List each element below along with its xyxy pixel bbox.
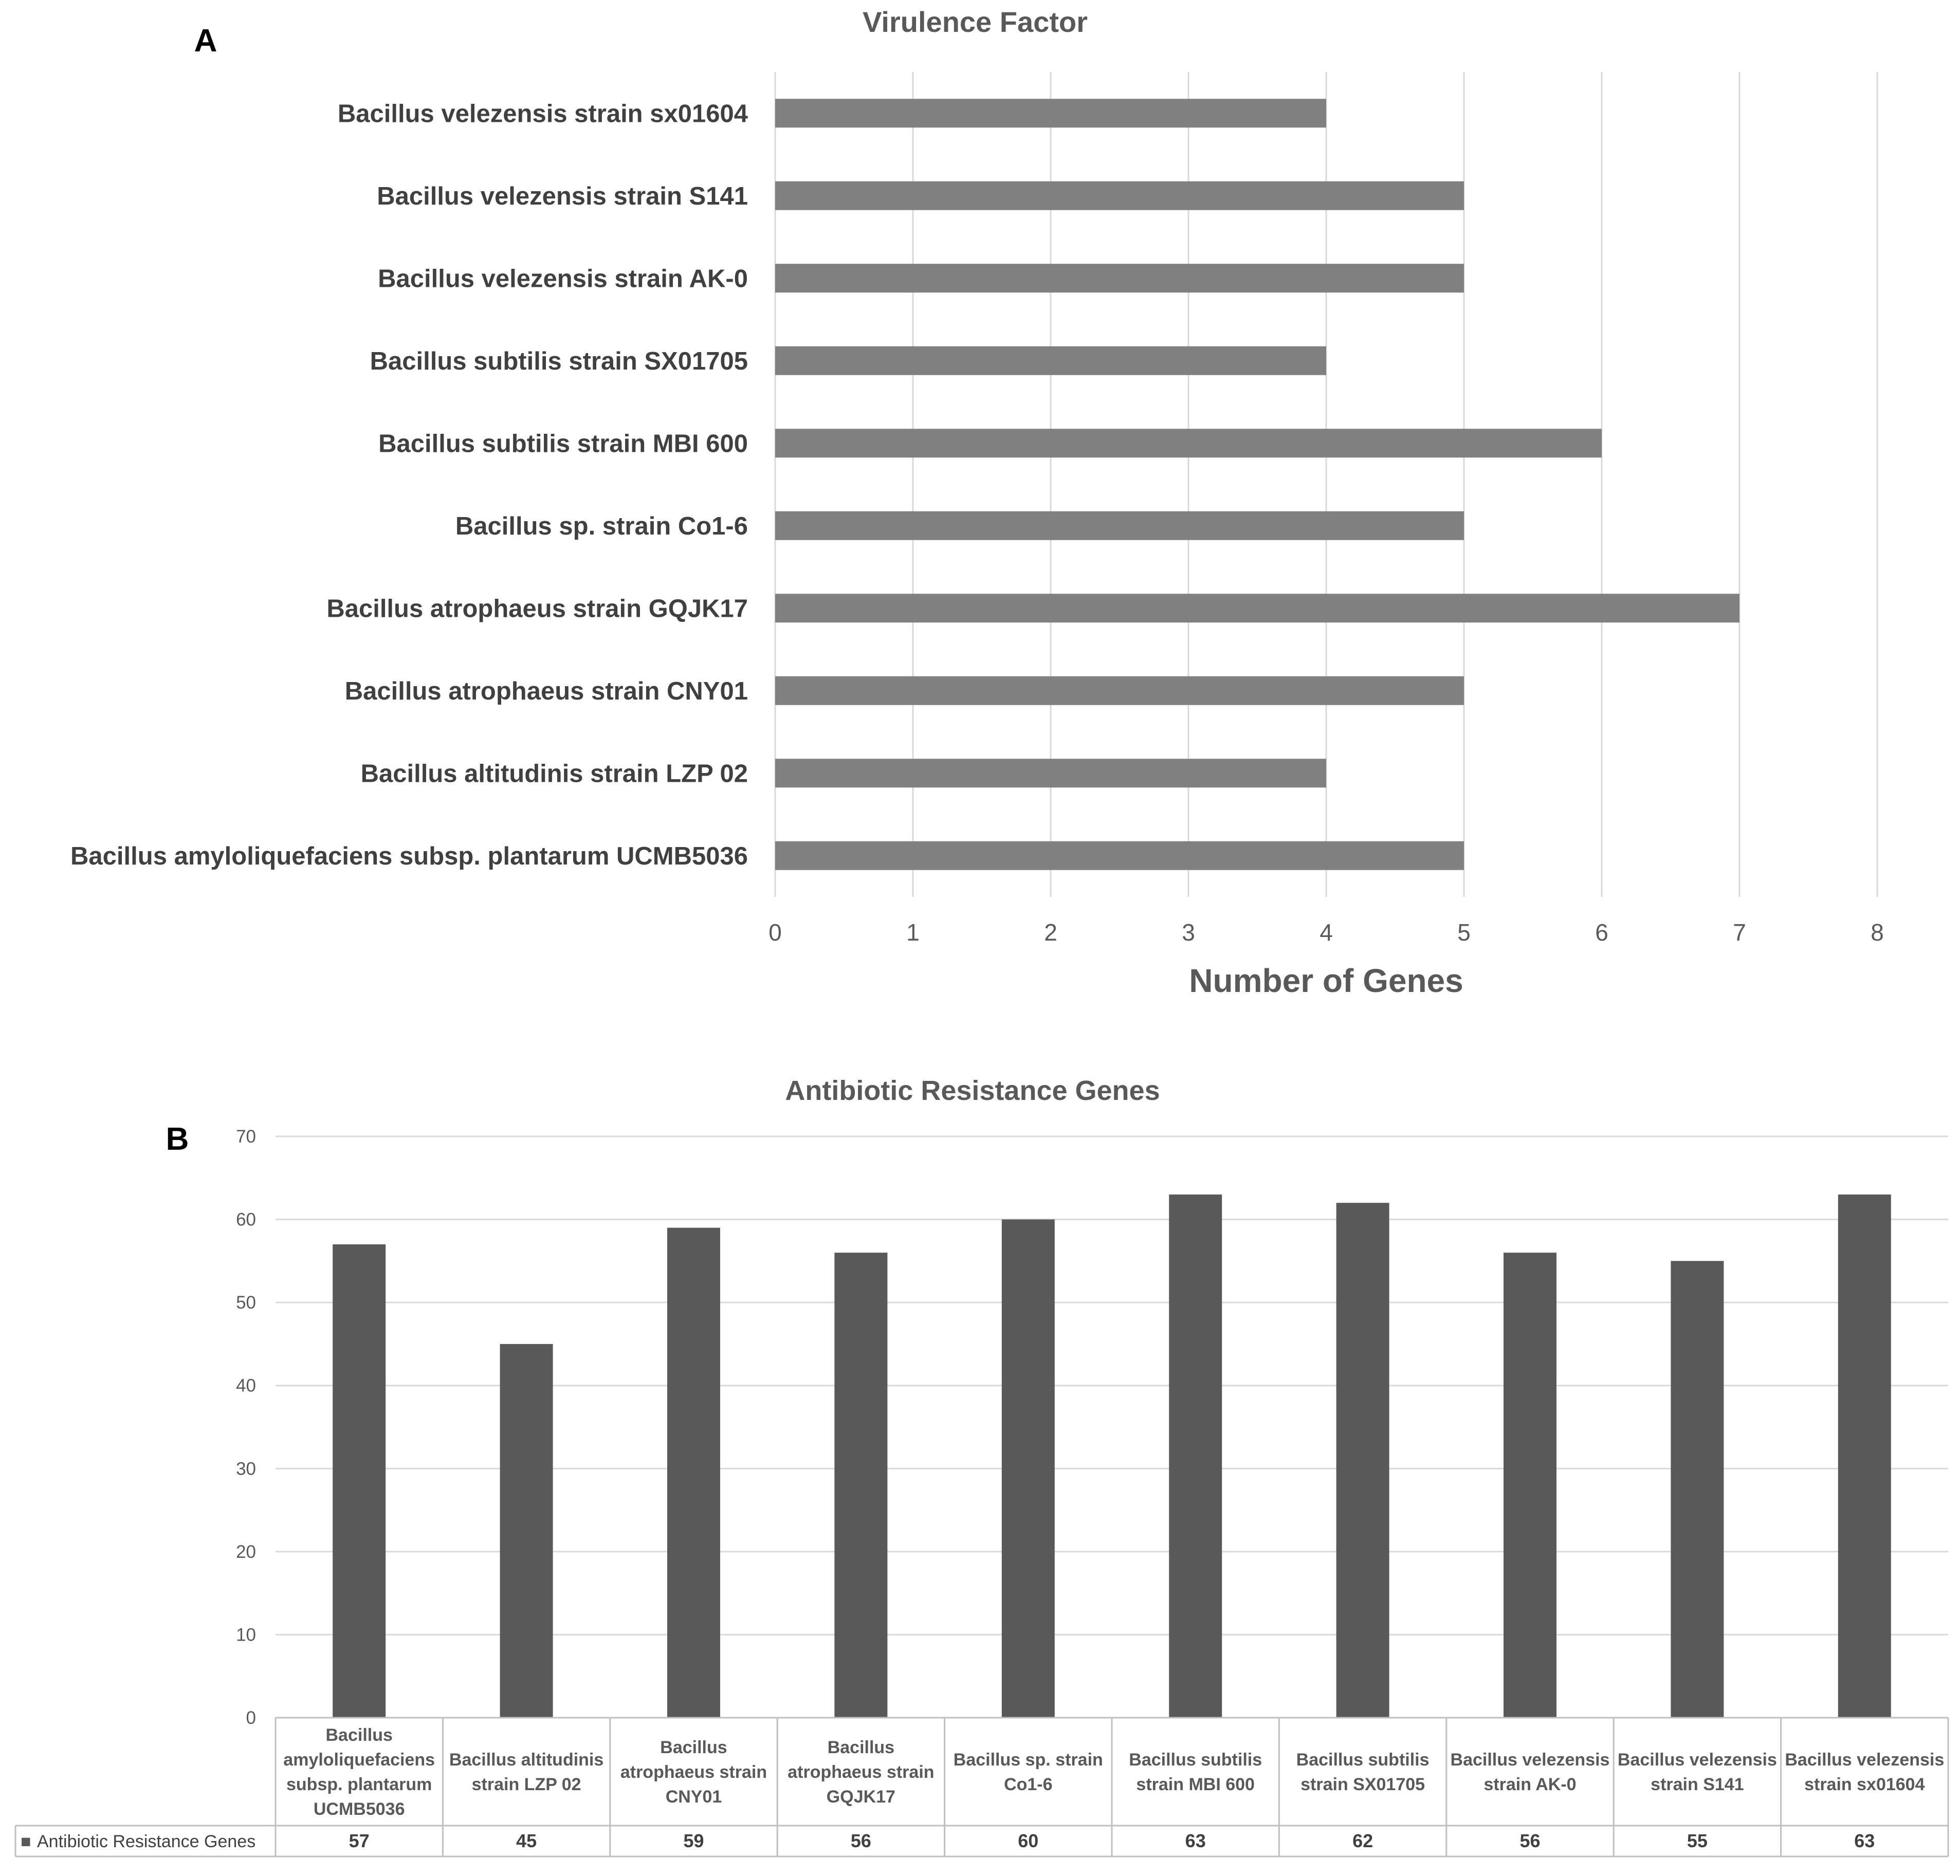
panel-b-legend-key: ■ (21, 1832, 31, 1851)
panel-a-x-tick-label: 2 (1044, 919, 1057, 946)
panel-b-bar (834, 1253, 888, 1718)
panel-b-category-label: Bacillus velezensis (1618, 1750, 1777, 1770)
panel-b-bar (1838, 1194, 1891, 1718)
panel-b-bar (1336, 1203, 1389, 1718)
panel-b-category-label: Bacillus velezensis (1451, 1750, 1610, 1770)
panel-b-y-tick-label: 10 (236, 1625, 256, 1645)
panel-a-x-tick-label: 4 (1320, 919, 1333, 946)
panel-b-y-tick-label: 40 (236, 1376, 256, 1396)
panel-b-bar (1001, 1219, 1055, 1718)
panel-b-category-label: strain LZP 02 (472, 1775, 581, 1794)
panel-a-bar (775, 429, 1602, 458)
panel-b-category-label: UCMB5036 (314, 1799, 405, 1819)
panel-a-category-label: Bacillus atrophaeus strain CNY01 (345, 677, 748, 705)
panel-a-category-label: Bacillus subtilis strain SX01705 (370, 347, 748, 375)
panel-b-data-label: 60 (1018, 1830, 1038, 1851)
panel-b-label: B (166, 1121, 189, 1157)
panel-b-category-label: strain SX01705 (1300, 1775, 1425, 1794)
panel-a-bar (775, 99, 1326, 128)
panel-b-category-label: subsp. plantarum (286, 1775, 432, 1794)
panel-b-y-tick-label: 30 (236, 1459, 256, 1479)
panel-b-y-tick-label: 70 (236, 1127, 256, 1147)
panel-b-y-tick-label: 0 (246, 1708, 256, 1728)
panel-b-category-label: Bacillus subtilis (1129, 1750, 1262, 1770)
panel-b-category-label: strain sx01604 (1804, 1775, 1925, 1794)
panel-b-category-label: atrophaeus strain (620, 1762, 767, 1782)
panel-b-bar (1504, 1253, 1556, 1718)
panel-b-data-label: 56 (851, 1830, 871, 1851)
panel-a-label: A (194, 23, 217, 59)
panel-b-y-tick-label: 50 (236, 1293, 256, 1313)
panel-a-category-label: Bacillus velezensis strain sx01604 (338, 100, 748, 127)
panel-a-virulence-chart: A Virulence Factor 0 1 2 3 4 5 6 7 8 Bacillus velez… (70, 6, 1884, 999)
panel-b-category-label: strain S141 (1651, 1775, 1744, 1794)
panel-b-bar (1671, 1261, 1724, 1718)
panel-a-bar (775, 759, 1326, 788)
panel-a-bar (775, 841, 1464, 870)
panel-b-bar (667, 1227, 720, 1718)
panel-b-data-label: 57 (349, 1830, 370, 1851)
panel-a-category-label: Bacillus subtilis strain MBI 600 (378, 430, 748, 457)
panel-b-y-tick-label: 20 (236, 1542, 256, 1562)
panel-b-category-label: Bacillus subtilis (1296, 1750, 1430, 1770)
panel-a-category-label: Bacillus velezensis strain S141 (377, 182, 748, 210)
panel-b-category-label: atrophaeus strain (787, 1762, 934, 1782)
panel-a-category-label: Bacillus atrophaeus strain GQJK17 (326, 595, 748, 622)
panel-b-category-label: Bacillus (660, 1738, 727, 1757)
panel-a-x-axis-title: Number of Genes (1189, 962, 1463, 999)
panel-a-category-label: Bacillus sp. strain Co1-6 (455, 512, 748, 540)
panel-b-category-label: Bacillus (828, 1738, 894, 1757)
panel-a-bar (775, 594, 1739, 623)
panel-b-data-label: 62 (1352, 1830, 1373, 1851)
panel-b-category-label: strain AK-0 (1483, 1775, 1576, 1794)
panel-a-category-label: Bacillus amyloliquefaciens subsp. planta… (70, 842, 748, 870)
panel-b-category-label: Bacillus altitudinis (449, 1750, 603, 1770)
panel-b-data-label: 63 (1185, 1830, 1206, 1851)
panel-b-data-label: 55 (1687, 1830, 1708, 1851)
panel-a-bar (775, 264, 1464, 293)
panel-b-data-label: 59 (683, 1830, 704, 1851)
panel-a-x-tick-label: 7 (1733, 919, 1746, 946)
panel-b-legend-label: Antibiotic Resistance Genes (37, 1832, 255, 1851)
panel-b-bar (500, 1344, 553, 1718)
panel-a-category-label: Bacillus altitudinis strain LZP 02 (361, 760, 748, 787)
panel-a-x-tick-label: 3 (1182, 919, 1195, 946)
panel-b-bar (333, 1244, 386, 1718)
panel-a-x-tick-label: 5 (1457, 919, 1471, 946)
panel-b-category-label: Bacillus (326, 1725, 393, 1745)
panel-b-category-label: Bacillus velezensis (1785, 1750, 1944, 1770)
panel-a-category-label: Bacillus velezensis strain AK-0 (378, 265, 748, 292)
panel-b-category-label: strain MBI 600 (1136, 1775, 1255, 1794)
panel-a-bar (775, 511, 1464, 540)
panel-b-antibiotic-chart: B Antibiotic Resistance Genes 0 10 20 30 40 50 6… (14, 1075, 1949, 1857)
panel-a-title: Virulence Factor (863, 6, 1088, 38)
panel-b-bar (1169, 1194, 1222, 1718)
panel-b-data-label: 63 (1854, 1830, 1875, 1851)
panel-a-x-tick-label: 0 (768, 919, 782, 946)
panel-b-category-label: Co1-6 (1004, 1775, 1052, 1794)
panel-a-x-tick-label: 6 (1595, 919, 1608, 946)
panel-b-data-label: 45 (516, 1830, 537, 1851)
panel-a-x-tick-label: 8 (1871, 919, 1884, 946)
panel-b-category-label: GQJK17 (827, 1787, 895, 1807)
panel-a-bar (775, 676, 1464, 705)
panel-b-y-tick-label: 60 (236, 1210, 256, 1230)
panel-b-category-label: Bacillus sp. strain (954, 1750, 1103, 1770)
panel-b-title: Antibiotic Resistance Genes (785, 1075, 1160, 1106)
panel-a-x-tick-label: 1 (906, 919, 920, 946)
panel-b-data-label: 56 (1519, 1830, 1540, 1851)
panel-b-category-label: CNY01 (666, 1787, 722, 1807)
panel-a-bar (775, 346, 1326, 375)
panel-b-category-label: amyloliquefaciens (283, 1750, 435, 1770)
panel-a-bar (775, 181, 1464, 210)
